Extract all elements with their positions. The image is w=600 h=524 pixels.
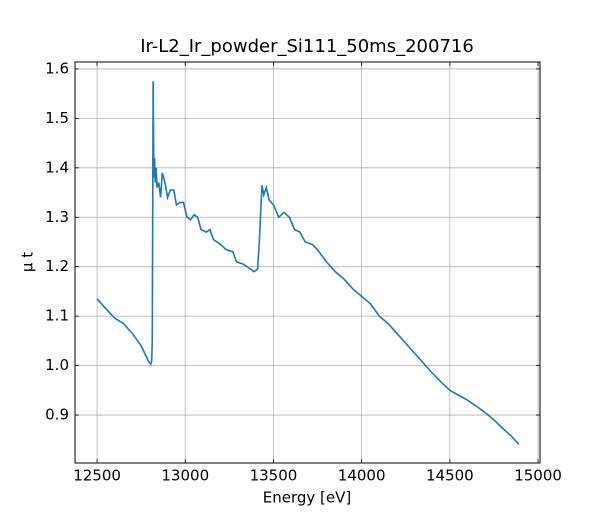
y-tick-label: 0.9 xyxy=(45,406,69,424)
plot-frame xyxy=(74,61,541,464)
x-axis-label: Energy [eV] xyxy=(263,489,351,507)
chart-title: Ir-L2_Ir_powder_Si111_50ms_200716 xyxy=(140,36,474,57)
x-tick-label: 15000 xyxy=(514,467,562,485)
x-tick-label: 13000 xyxy=(161,467,209,485)
y-tick-label: 1.0 xyxy=(45,356,69,374)
x-tick-label: 14000 xyxy=(338,467,386,485)
x-tick-label: 12500 xyxy=(73,467,121,485)
y-tick-label: 1.4 xyxy=(45,158,69,176)
y-tick-label: 1.2 xyxy=(45,257,69,275)
y-tick-label: 1.1 xyxy=(45,307,69,325)
x-tick-label: 13500 xyxy=(250,467,298,485)
y-tick-label: 1.6 xyxy=(45,59,69,77)
y-tick-label: 1.5 xyxy=(45,109,69,127)
y-axis-label: μ t xyxy=(19,252,37,272)
x-tick-label: 14500 xyxy=(426,467,474,485)
y-tick-label: 1.3 xyxy=(45,208,69,226)
data-line xyxy=(96,81,520,445)
